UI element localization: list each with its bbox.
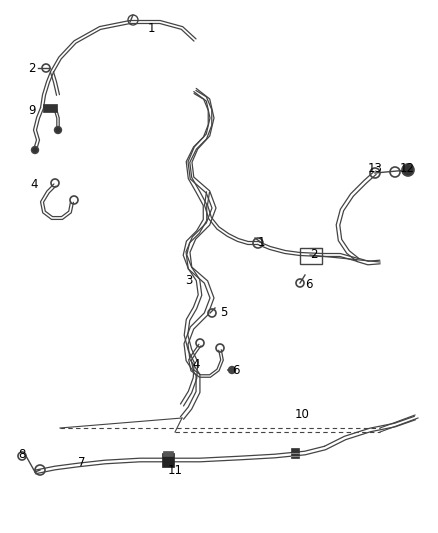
Text: 8: 8 bbox=[18, 448, 25, 462]
Text: 10: 10 bbox=[295, 408, 310, 422]
Text: 9: 9 bbox=[28, 103, 35, 117]
Bar bbox=[291, 448, 299, 458]
Text: 12: 12 bbox=[400, 161, 415, 174]
Text: 1: 1 bbox=[258, 237, 265, 249]
Text: 6: 6 bbox=[232, 364, 240, 376]
Text: 6: 6 bbox=[305, 279, 312, 292]
Bar bbox=[300, 248, 322, 264]
Bar bbox=[43, 104, 57, 112]
Text: 11: 11 bbox=[168, 464, 183, 477]
Circle shape bbox=[229, 367, 236, 374]
Text: 2: 2 bbox=[28, 61, 35, 75]
Text: 5: 5 bbox=[220, 305, 227, 319]
Text: 4: 4 bbox=[192, 359, 199, 372]
Text: 2: 2 bbox=[310, 248, 318, 262]
Bar bbox=[162, 453, 174, 467]
Circle shape bbox=[54, 126, 61, 133]
Text: 3: 3 bbox=[185, 273, 192, 287]
Text: 1: 1 bbox=[148, 21, 155, 35]
Text: 13: 13 bbox=[368, 161, 383, 174]
Circle shape bbox=[32, 147, 39, 154]
Text: 7: 7 bbox=[78, 456, 85, 469]
Bar bbox=[163, 450, 173, 456]
Circle shape bbox=[402, 164, 414, 176]
Text: 4: 4 bbox=[30, 179, 38, 191]
